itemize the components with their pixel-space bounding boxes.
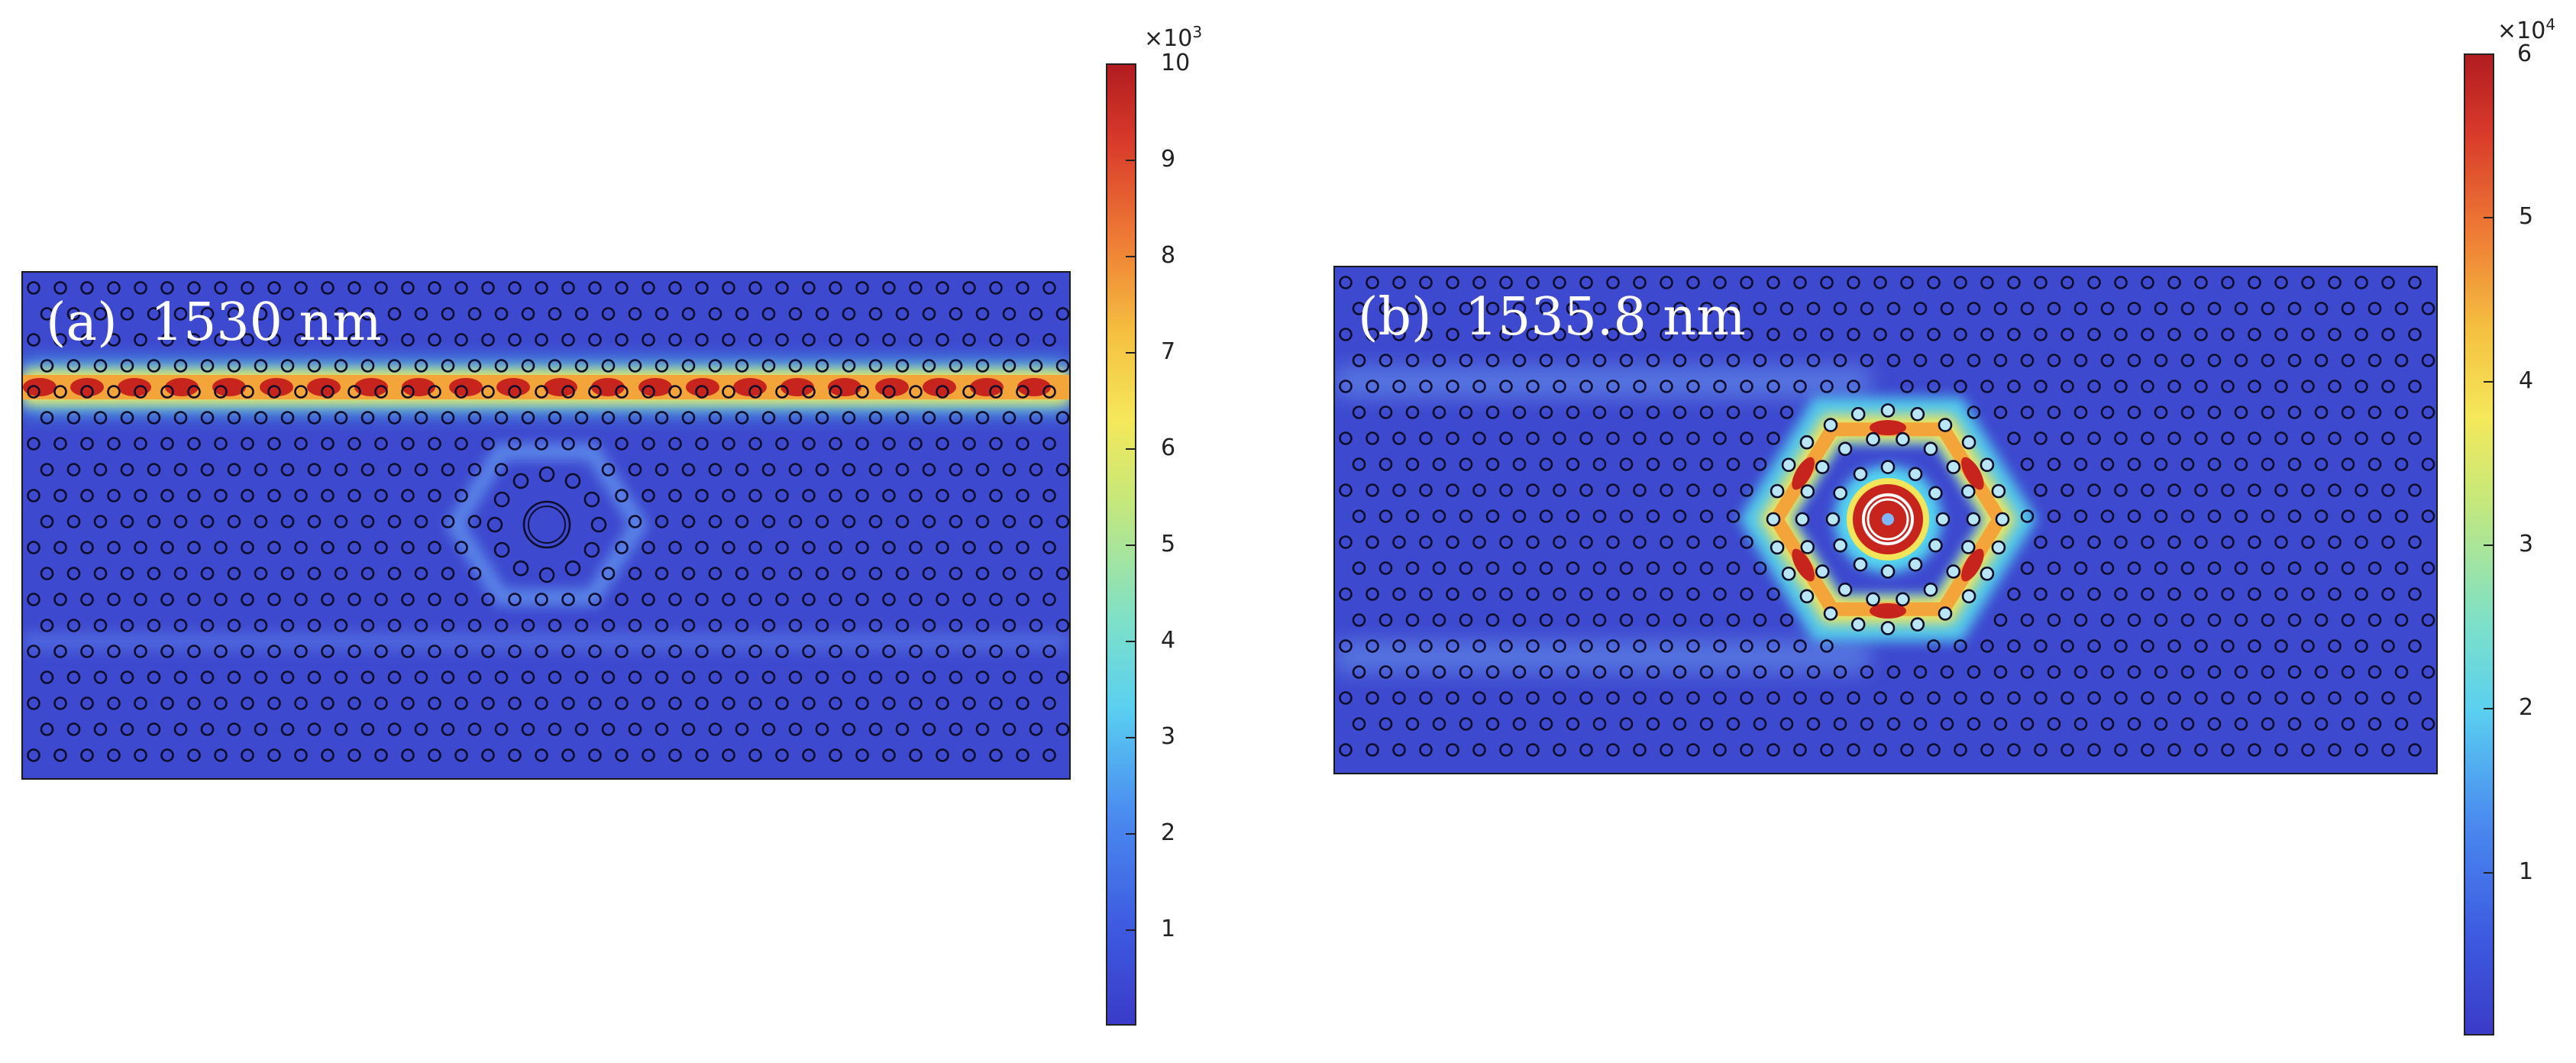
colorbar-tick-label: 2 [1161,819,1176,846]
colorbar-tick [2484,380,2494,383]
colorbar-tick-label: 5 [2519,203,2534,231]
colorbar-tick [1126,448,1136,450]
hole-lattice [1339,276,2435,757]
colorbar-tick-label: 5 [1161,531,1176,557]
colorbar-tick-label: 8 [1161,242,1176,269]
colorbar-tick [1126,929,1136,931]
colorbar-tick-label: 2 [2519,694,2534,722]
colorbar-a-multiplier: ×103 [1144,23,1203,52]
colorbar-tick [1126,160,1136,161]
field-map-a: (a) 1530 nm [21,271,1071,780]
cavity-hole-rings [1766,403,2010,635]
colorbar-tick-label: 3 [2519,531,2534,557]
colorbar-tick [2484,871,2494,874]
colorbar-tick [1126,833,1136,835]
colorbar-tick [1126,256,1136,257]
field-map-b-image [1335,267,2436,773]
colorbar-tick-label: 1 [1161,916,1176,942]
colorbar-tick-label: 1 [2519,858,2534,885]
colorbar-tick-label: 7 [1161,338,1176,365]
hole-lattice [27,281,1069,762]
panel-a-label: (a) 1530 nm [46,292,382,353]
colorbar-tick [2484,544,2494,546]
colorbar-tick [1126,352,1136,354]
colorbar-tick-label: 4 [1161,627,1176,654]
ring-hotspots [1792,420,1984,619]
panel-b-label: (b) 1535.8 nm [1358,287,1746,347]
field-map-a-image [23,273,1069,778]
colorbar-tick-label: 3 [1161,723,1176,750]
colorbar-tick-label: 6 [1161,435,1176,461]
colorbar-tick [1126,737,1136,738]
field-map-b: (b) 1535.8 nm [1333,266,2438,774]
colorbar-tick-label: 9 [1161,146,1176,173]
colorbar-tick-label: 4 [2519,367,2534,394]
cavity-ring [486,466,607,583]
colorbar-b-multiplier: ×104 [2497,15,2556,44]
colorbar-b-max-label: 6 [2517,40,2532,67]
colorbar-tick [1126,544,1136,546]
colorbar-a-max-label: 10 [1161,50,1191,76]
colorbar-tick [2484,708,2494,710]
colorbar-tick [2484,217,2494,219]
waveguide-hotspots [23,378,1051,396]
colorbar-tick [1126,641,1136,642]
